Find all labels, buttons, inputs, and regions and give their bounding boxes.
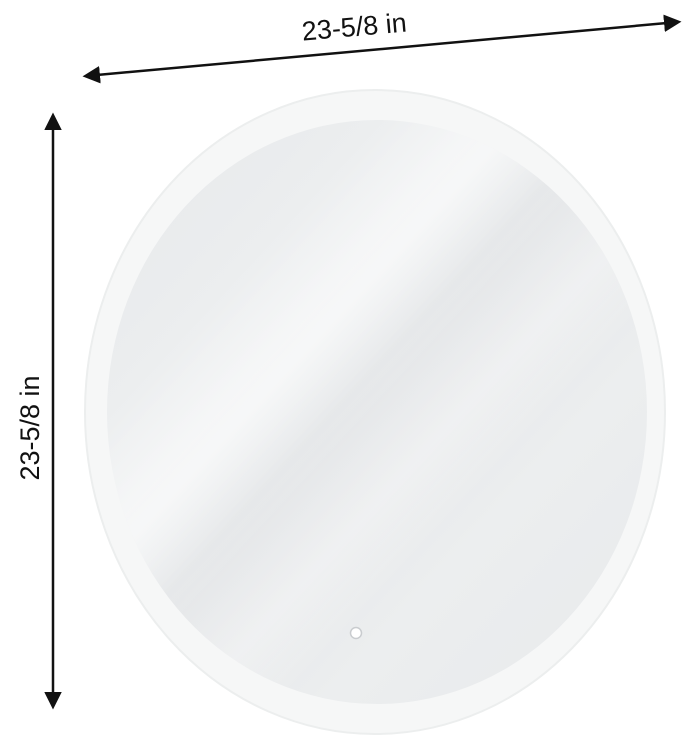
touch-button-icon [349,626,363,640]
mirror-glass-reflection [107,120,647,704]
height-dimension-label: 23-5/8 in [15,375,45,480]
width-dimension-label: 23-5/8 in [301,8,408,47]
width-dimension-arrow [82,14,682,84]
